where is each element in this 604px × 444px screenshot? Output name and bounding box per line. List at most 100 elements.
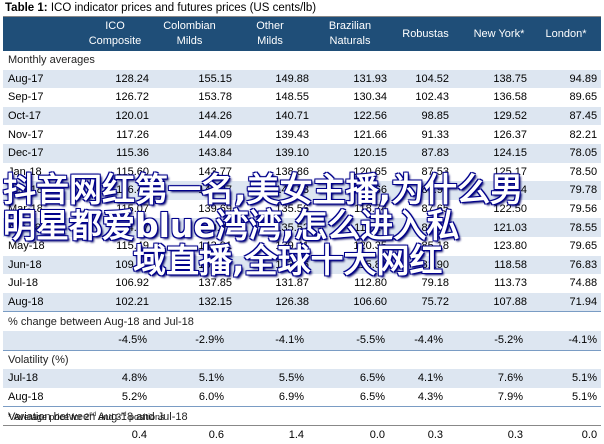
table-cell: 87.97 xyxy=(398,181,467,200)
table-cell: 140.07 xyxy=(155,218,238,237)
table-row: Jul-18 4.8% 5.1% 5.5% 6.5% 4.1% 7.6% 5.1% xyxy=(3,369,602,388)
row-label: Aug-18 xyxy=(8,390,44,403)
column-header-line1: Colombian xyxy=(163,20,216,32)
table-cell: 121.66 xyxy=(353,128,387,141)
table-cell: 113.73 xyxy=(494,277,527,290)
table-cell: 138.67 xyxy=(155,255,238,275)
table-cell: 102.43 xyxy=(415,91,449,104)
table-cell: 78.50 xyxy=(569,165,598,178)
table-cell: 139.10 xyxy=(238,143,316,163)
table-cell: 75.72 xyxy=(398,292,467,312)
table-cell: 155.15 xyxy=(155,69,238,89)
table-cell: 139.41 xyxy=(275,240,309,253)
table-cell: 98.85 xyxy=(398,106,467,126)
table-row: Oct-17 120.01 144.26 140.71 122.56 98.85 129.5… xyxy=(3,106,602,126)
table-cell: 121.66 xyxy=(316,181,398,200)
table-cell: 118.58 xyxy=(467,255,545,275)
table-cell: 0.4 xyxy=(131,429,147,442)
table-cell: 81.90 xyxy=(398,255,467,275)
table-cell: 131.87 xyxy=(275,277,309,290)
table-cell: 129.52 xyxy=(467,106,545,126)
table-cell: 116.49 xyxy=(89,181,155,200)
column-header-line1: Other xyxy=(256,20,284,32)
table-cell: 115.07 xyxy=(116,203,149,216)
table-cell: 94.89 xyxy=(545,69,602,89)
table-row: Jul-18 106.92 137.85 131.87 112.80 79.18 113.7… xyxy=(3,274,601,293)
table-cell: 144.26 xyxy=(155,106,238,126)
table-cell: 7.6% xyxy=(467,369,545,388)
table-row: Sep-17 126.72 153.78 148.55 130.34 102.43 136.… xyxy=(3,88,601,107)
table-cell: 115.36 xyxy=(89,143,155,163)
table-cell: -5.2% xyxy=(467,330,545,350)
table-row: Jan-18 115.60 143.77 138.86 120.65 87.53 125.1… xyxy=(3,163,601,182)
table-cell: 133.06 xyxy=(238,255,316,275)
table-number: Table 1: xyxy=(5,2,48,14)
row-label xyxy=(3,330,89,350)
table-cell: 126.72 xyxy=(115,91,149,104)
table-cell: 124.15 xyxy=(467,143,545,163)
table-cell: 121.03 xyxy=(467,218,545,237)
row-label: Jul-18 xyxy=(3,369,89,388)
table-cell: 76.83 xyxy=(545,255,602,275)
table-row: -4.5% -2.9% -4.1% -5.5% -4.4% -5.2% -4.1% xyxy=(3,330,602,350)
column-header-0: ICO Composite xyxy=(75,17,155,51)
table-row: Aug-17 128.24 155.15 149.88 131.93 104.52 138.… xyxy=(3,69,602,89)
column-header-bar: ICO Composite Colombian Milds Other Milds Braz… xyxy=(3,17,601,51)
table-cell: 144.09 xyxy=(198,128,232,141)
column-header-line1: Brazilian xyxy=(328,20,372,32)
table-cell: 126.14 xyxy=(467,181,545,200)
table-cell: 0.0 xyxy=(369,429,385,442)
table-cell: 138.86 xyxy=(275,165,309,178)
table-cell: 120.65 xyxy=(353,165,387,178)
table-cell: 4.3% xyxy=(417,390,443,403)
table-row: Nov-17 117.26 144.09 139.43 121.66 91.33 126.3… xyxy=(3,125,601,144)
table-cell: 4.1% xyxy=(398,369,467,388)
table-cell: 109.60 xyxy=(89,255,155,275)
column-header-line1: ICO xyxy=(105,20,125,32)
row-label: Monthly averages xyxy=(8,54,95,67)
table-cell: 5.1% xyxy=(572,390,598,403)
column-header-line2: Milds xyxy=(257,35,283,47)
table-cell: 79.18 xyxy=(421,277,449,290)
table-cell: -4.5% xyxy=(89,330,155,350)
table-cell: 79.56 xyxy=(569,203,598,216)
table-cell: 1.4 xyxy=(288,429,304,442)
table-cell: 78.55 xyxy=(545,218,602,237)
table-cell: 7.9% xyxy=(497,390,523,403)
table-cell: 0.0 xyxy=(581,429,598,442)
table-row: Feb-18 116.49 145.37 140.23 121.66 87.97 126.1… xyxy=(3,181,602,200)
table-cell: 79.65 xyxy=(569,240,598,253)
table-cell: 118.14 xyxy=(316,218,398,237)
row-label: Feb-18 xyxy=(3,181,89,200)
column-header-4: Robustas xyxy=(384,17,467,51)
table-cell: 126.37 xyxy=(493,128,527,141)
row-label: Sep-17 xyxy=(8,91,44,104)
table-cell: 91.33 xyxy=(421,128,449,141)
column-header-line2: Milds xyxy=(176,35,203,47)
column-header-1: Colombian Milds xyxy=(141,17,238,51)
table-cell: 120.15 xyxy=(316,143,398,163)
table-cell: 78.05 xyxy=(545,143,602,163)
table-cell: 143.77 xyxy=(198,165,232,178)
row-label: Variation between Aug-18 and Jul-18 xyxy=(3,406,602,426)
row-label: Oct-17 xyxy=(3,106,89,126)
table-cell: 89.65 xyxy=(569,91,598,104)
bottom-rule xyxy=(3,425,601,426)
price-table: Monthly averages Aug-17 128.24 155.15 149.88… xyxy=(3,51,602,444)
section-monthly: Monthly averages xyxy=(3,51,601,70)
table-cell: 107.88 xyxy=(467,292,545,312)
table-cell: 120.35 xyxy=(353,240,387,253)
table-cell: 145.37 xyxy=(155,181,238,200)
row-label: Jan-18 xyxy=(8,165,42,178)
table-cell: 122.50 xyxy=(493,203,527,216)
table-cell: 139.43 xyxy=(275,128,309,141)
table-title: Table 1: ICO indicator prices and future… xyxy=(5,0,316,16)
column-header-line2: Composite xyxy=(88,35,142,47)
table-cell: 5.1% xyxy=(155,369,238,388)
column-header-5: New York* xyxy=(453,17,545,51)
table-cell: 86.50 xyxy=(398,218,467,237)
table-cell: 143.84 xyxy=(155,143,238,163)
table-cell: 85.18 xyxy=(421,240,449,253)
table-cell: 123.80 xyxy=(493,240,527,253)
table-cell: 87.45 xyxy=(545,106,602,126)
